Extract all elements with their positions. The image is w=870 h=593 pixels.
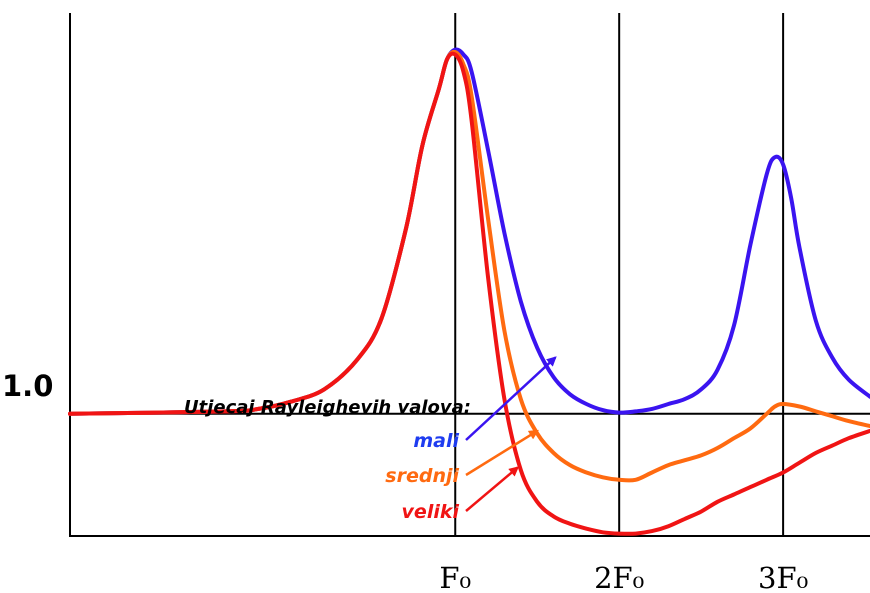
vertical-gridlines [454,13,785,536]
annotation-arrow-veliki [465,466,520,512]
annotation-arrows [465,356,557,512]
series-lines [68,47,870,536]
series-line-veliki [68,51,870,536]
annotation-arrow-srednji [465,429,539,477]
y-tick-label: 1.0 [2,369,53,403]
annotation-arrow-mali [465,356,557,441]
annotation-title: Utjecaj Rayleighevih valova: [184,397,471,418]
legend-label-srednji: srednji [385,465,459,487]
legend-label-veliki: veliki [402,501,460,523]
x-tick-label-3f0: 3F₀ [758,561,808,593]
legend-label-mali: mali [413,430,459,452]
x-tick-label-2f0: 2F₀ [594,561,644,593]
x-tick-label-f0: F₀ [439,561,471,593]
